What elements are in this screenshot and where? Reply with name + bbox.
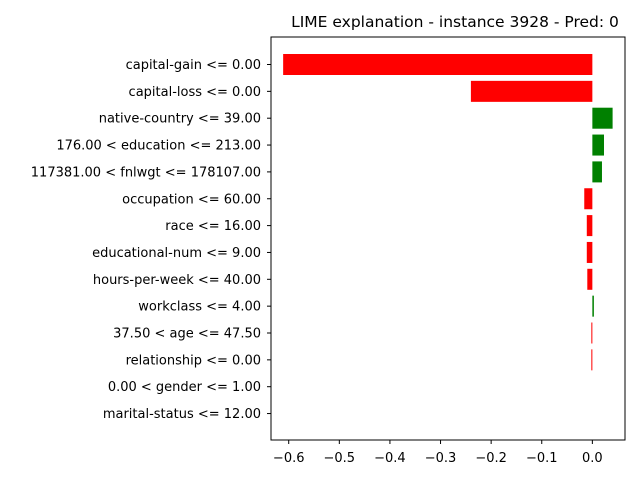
bar-4 <box>592 161 602 183</box>
y-tick-label-10: 37.50 < age <= 47.50 <box>113 327 261 342</box>
y-tick-label-0: capital-gain <= 0.00 <box>126 58 261 73</box>
bar-9 <box>592 295 594 317</box>
y-tick-label-6: race <= 16.00 <box>165 219 261 234</box>
bar-5 <box>584 188 593 210</box>
y-tick-label-7: educational-num <= 9.00 <box>92 246 261 261</box>
y-tick-label-1: capital-loss <= 0.00 <box>129 85 261 100</box>
bar-1 <box>470 80 593 102</box>
x-axis-ticks: −0.6 −0.5 −0.4 −0.3 −0.2 −0.1 0.0 <box>273 440 603 466</box>
y-tick-label-9: workclass <= 4.00 <box>138 300 261 315</box>
x-tick-label-0: −0.6 <box>273 451 305 466</box>
y-tick-label-5: occupation <= 60.00 <box>122 192 261 207</box>
x-tick-label-2: −0.4 <box>374 451 406 466</box>
bar-10 <box>591 322 593 344</box>
y-axis-ticks: capital-gain <= 0.00 capital-loss <= 0.00… <box>31 58 271 422</box>
y-tick-label-13: marital-status <= 12.00 <box>103 407 261 422</box>
x-tick-label-4: −0.2 <box>475 451 507 466</box>
chart-title: LIME explanation - instance 3928 - Pred:… <box>291 13 619 31</box>
y-tick-label-2: native-country <= 39.00 <box>99 112 261 127</box>
bar-7 <box>586 241 593 263</box>
bar-3 <box>592 134 604 156</box>
bar-0 <box>283 54 593 75</box>
x-tick-label-6: 0.0 <box>582 451 603 466</box>
x-tick-label-5: −0.1 <box>526 451 558 466</box>
bar-2 <box>592 107 613 129</box>
x-tick-label-1: −0.5 <box>324 451 356 466</box>
bar-11 <box>591 349 593 371</box>
y-tick-label-8: hours-per-week <= 40.00 <box>93 273 261 288</box>
y-tick-label-11: relationship <= 0.00 <box>126 353 261 368</box>
bar-8 <box>587 268 593 290</box>
y-tick-label-12: 0.00 < gender <= 1.00 <box>108 380 261 395</box>
y-tick-label-3: 176.00 < education <= 213.00 <box>56 139 261 154</box>
bars-group <box>283 54 613 371</box>
y-tick-label-4: 117381.00 < fnlwgt <= 178107.00 <box>31 165 261 180</box>
bar-6 <box>586 215 593 237</box>
x-tick-label-3: −0.3 <box>425 451 457 466</box>
plot-frame <box>270 36 626 441</box>
